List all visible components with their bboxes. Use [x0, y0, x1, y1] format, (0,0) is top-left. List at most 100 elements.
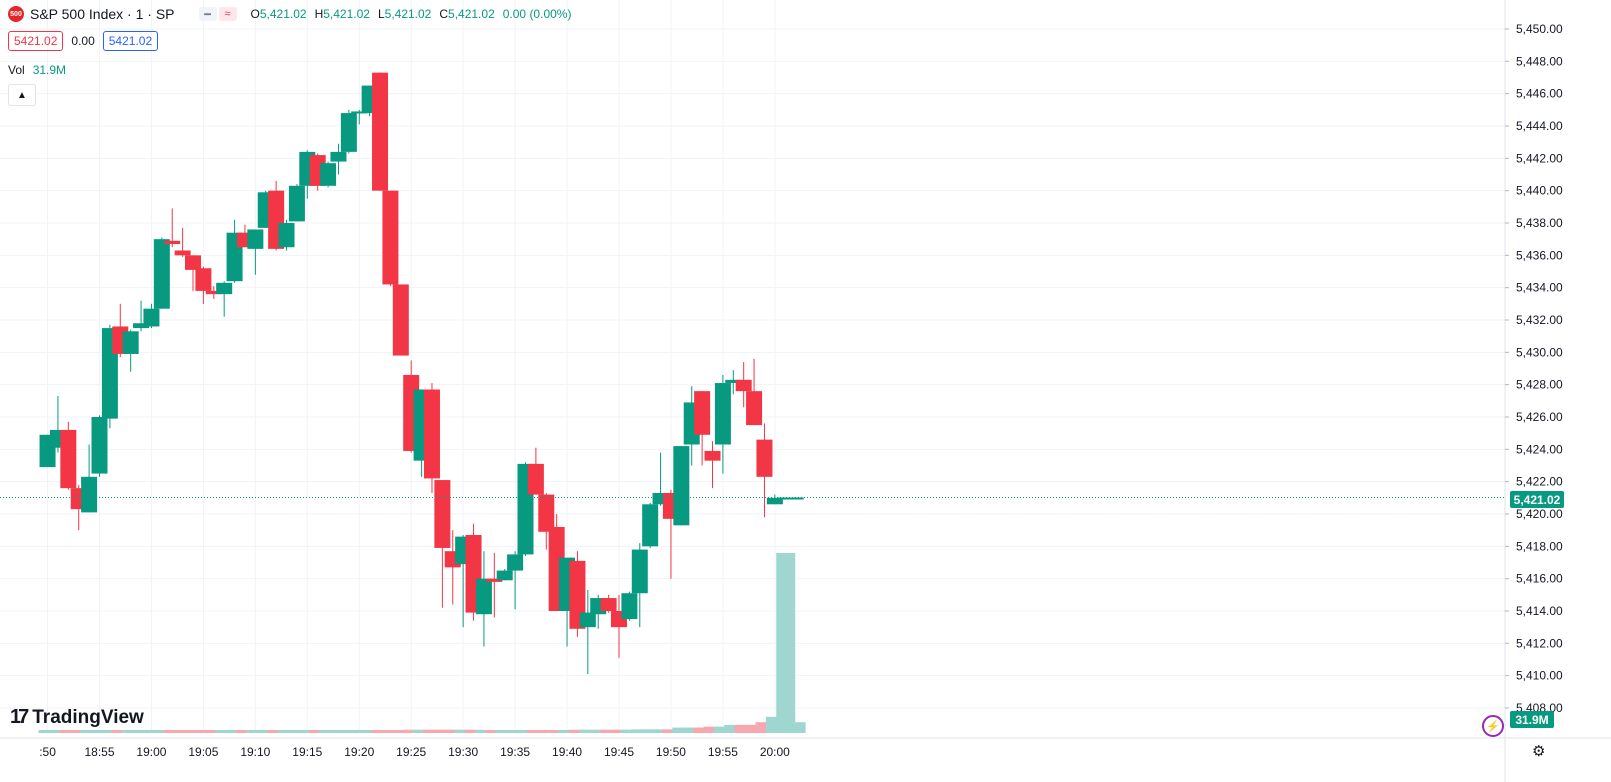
- time-tick-label: 19:35: [500, 745, 530, 759]
- candle-body: [527, 463, 544, 495]
- volume-bar: [422, 729, 442, 733]
- volume-bar: [610, 729, 629, 733]
- price-tick-label: 5,420.00: [1516, 507, 1563, 521]
- time-tick-label: 19:15: [292, 745, 322, 759]
- collapse-legend-button[interactable]: ▲: [8, 84, 36, 106]
- price-tick-label: 5,446.00: [1516, 87, 1563, 101]
- candle-body: [569, 560, 586, 629]
- volume-bar: [360, 730, 380, 733]
- candle-body: [486, 578, 503, 582]
- time-tick-label: 19:45: [604, 745, 634, 759]
- volume-bar: [485, 730, 505, 733]
- volume-bar: [402, 729, 422, 733]
- volume-bar: [755, 722, 775, 733]
- time-tick-label: 19:10: [240, 745, 270, 759]
- time-tick-label: 19:55: [708, 745, 738, 759]
- chevron-up-icon: ▲: [17, 89, 27, 101]
- volume-bar: [537, 730, 557, 733]
- volume-bar: [277, 730, 297, 733]
- price-tick-label: 5,424.00: [1516, 442, 1563, 456]
- price-tick-label: 5,432.00: [1516, 313, 1563, 327]
- ohlc-values: O5,421.02 H5,421.02 L5,421.02 C5,421.02 …: [251, 7, 572, 21]
- volume-bar: [693, 727, 713, 733]
- volume-bar: [412, 729, 432, 733]
- volume-bar: [204, 730, 224, 733]
- brand-name: TradingView: [32, 706, 144, 728]
- volume-legend: Vol 31.9M: [8, 63, 66, 77]
- candle-body: [746, 391, 763, 426]
- candle-body: [143, 308, 160, 327]
- candle-body: [372, 72, 389, 191]
- time-tick-label: 18:55: [84, 745, 114, 759]
- volume-bar: [246, 730, 266, 733]
- candle-body: [642, 504, 659, 547]
- minus-icon[interactable]: ━: [198, 7, 217, 21]
- volume-bar: [651, 729, 671, 733]
- price-axis[interactable]: 5,450.00 5,448.00 5,446.00 5,444.00 5,442.00…: [1504, 0, 1563, 782]
- candle-body: [278, 223, 295, 248]
- candle-body: [340, 113, 357, 152]
- price-tick-label: 5,410.00: [1516, 669, 1563, 683]
- volume-bar: [703, 726, 723, 733]
- volume-bar: [568, 729, 588, 733]
- symbol-legend: 500 S&P 500 Index · 1 · SP ━ ≈ O5,421.02…: [8, 6, 571, 22]
- time-tick-label: 19:05: [188, 745, 218, 759]
- approx-icon[interactable]: ≈: [218, 7, 237, 21]
- candle-body: [91, 417, 108, 474]
- volume-bar: [371, 730, 391, 733]
- volume-bar: [547, 730, 567, 733]
- price-tick-label: 5,430.00: [1516, 345, 1563, 359]
- candle-body: [164, 240, 181, 245]
- buy-price-box[interactable]: 5421.02: [102, 31, 159, 51]
- volume-bar: [142, 730, 162, 733]
- candle-body: [694, 391, 711, 435]
- volume-bar: [474, 730, 494, 733]
- candle-body: [247, 229, 264, 249]
- volume-bar: [225, 730, 245, 733]
- price-tick-label: 5,434.00: [1516, 281, 1563, 295]
- volume-label[interactable]: Vol: [8, 63, 25, 77]
- volume-bar: [661, 729, 681, 733]
- volume-bar: [745, 724, 765, 733]
- gear-icon[interactable]: ⚙: [1532, 743, 1546, 760]
- logo-mark: 17: [10, 706, 29, 728]
- volume-bars: [38, 553, 806, 733]
- volume-bar: [308, 730, 328, 733]
- price-tick-label: 5,438.00: [1516, 216, 1563, 230]
- candle-body: [174, 250, 191, 256]
- volume-bar: [38, 730, 58, 733]
- sell-price-box[interactable]: 5421.02: [8, 31, 64, 51]
- candle-body: [735, 379, 752, 392]
- candle-body: [787, 497, 804, 500]
- candle-body: [423, 389, 440, 479]
- volume-bar: [173, 730, 193, 733]
- volume-bar: [184, 730, 204, 733]
- volume-bar: [194, 730, 214, 733]
- volume-bar: [287, 730, 307, 733]
- candle-body: [766, 497, 783, 505]
- candle-body: [714, 383, 731, 445]
- lightning-icon[interactable]: ⚡: [1482, 715, 1504, 737]
- volume-bar: [350, 730, 370, 733]
- volume-bar: [235, 730, 255, 733]
- volume-bar: [329, 730, 349, 733]
- candle-body: [475, 578, 492, 615]
- time-axis[interactable]: :50 18:55 19:00 19:05 19:10 19:15 19:20 19:25 19…: [0, 737, 1611, 759]
- volume-bar: [516, 730, 536, 733]
- volume-bar: [506, 730, 526, 733]
- price-tick-label: 5,418.00: [1516, 539, 1563, 553]
- tradingview-logo[interactable]: 17 TradingView: [10, 706, 144, 729]
- volume-bar: [381, 730, 401, 733]
- price-tick-label: 5,440.00: [1516, 184, 1563, 198]
- symbol-title[interactable]: S&P 500 Index · 1 · SP: [30, 6, 175, 22]
- candle-body: [195, 268, 212, 291]
- candle-body: [725, 379, 742, 384]
- volume-bar: [433, 729, 453, 733]
- volume-bar: [132, 730, 152, 733]
- volume-bar: [215, 730, 235, 733]
- volume-bar: [578, 729, 598, 733]
- volume-bar: [630, 729, 650, 733]
- volume-bar: [48, 730, 68, 733]
- time-tick-label: 19:20: [344, 745, 374, 759]
